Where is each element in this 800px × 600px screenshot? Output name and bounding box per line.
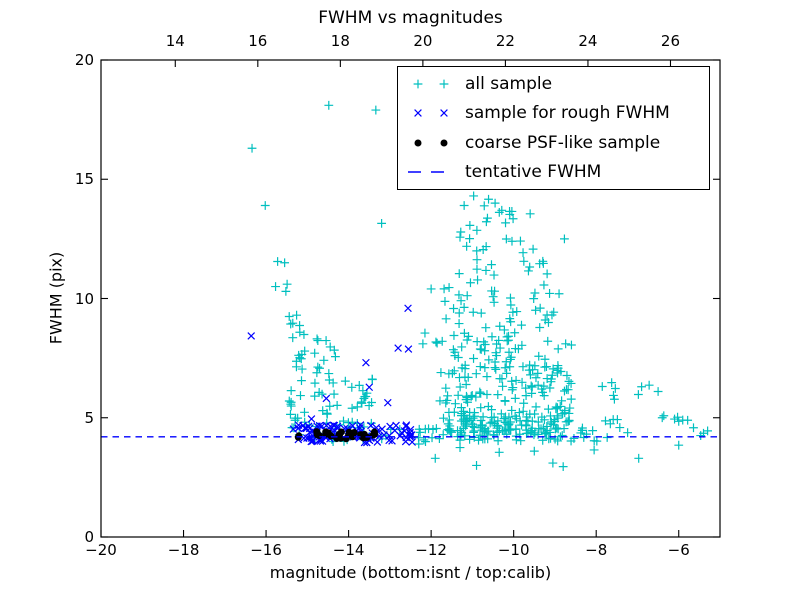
x-tick-label-top: 24: [578, 32, 598, 50]
x-tick-label-bottom: −16: [250, 541, 282, 559]
y-tick-label: 10: [74, 289, 94, 308]
legend-label: sample for rough FWHM: [465, 103, 670, 124]
legend-label: tentative FWHM: [465, 162, 602, 183]
y-tick-label: 0: [84, 528, 94, 546]
x-axis-label: magnitude (bottom:isnt / top:calib): [269, 563, 552, 582]
y-tick-label: 15: [74, 170, 94, 189]
x-tick-label-bottom: −14: [332, 541, 365, 559]
x-tick-label-top: 18: [330, 32, 350, 50]
x-tick-label-bottom: −12: [415, 541, 447, 559]
x-tick-label-bottom: −18: [167, 541, 200, 559]
dashed-line-icon: [408, 171, 454, 174]
y-tick-label: 5: [84, 408, 94, 427]
legend-entry-all-sample: all sample: [398, 70, 709, 98]
scatter-sample-for-rough-FWHM: [247, 304, 416, 447]
circle-marker-icon: [414, 139, 448, 147]
x-tick-label-bottom: −8: [585, 541, 608, 559]
x-tick-label-top: 14: [165, 32, 185, 50]
legend-entry-tentative-fwhm: tentative FWHM: [398, 158, 709, 186]
legend: all sample sample for rough FWHM coarse …: [397, 66, 710, 190]
legend-label: all sample: [465, 73, 553, 94]
x-tick-label-bottom: −20: [85, 541, 117, 559]
legend-entry-coarse-psf: coarse PSF-like sample: [398, 129, 709, 157]
x-tick-label-top: 20: [413, 32, 433, 50]
y-tick-label: 20: [74, 51, 94, 69]
chart-title: FWHM vs magnitudes: [318, 8, 503, 28]
x-tick-label-bottom: −10: [497, 541, 530, 559]
x-tick-label-top: 22: [495, 32, 515, 50]
legend-entry-rough-fwhm: sample for rough FWHM: [398, 99, 709, 127]
plus-marker-icon: [413, 79, 449, 89]
x-tick-label-top: 16: [248, 32, 268, 50]
axes-frame: [100, 59, 721, 538]
legend-label: coarse PSF-like sample: [465, 132, 661, 153]
x-marker-icon: [414, 109, 448, 118]
x-tick-label-bottom: −6: [667, 541, 690, 559]
x-tick-label-top: 26: [660, 32, 681, 50]
